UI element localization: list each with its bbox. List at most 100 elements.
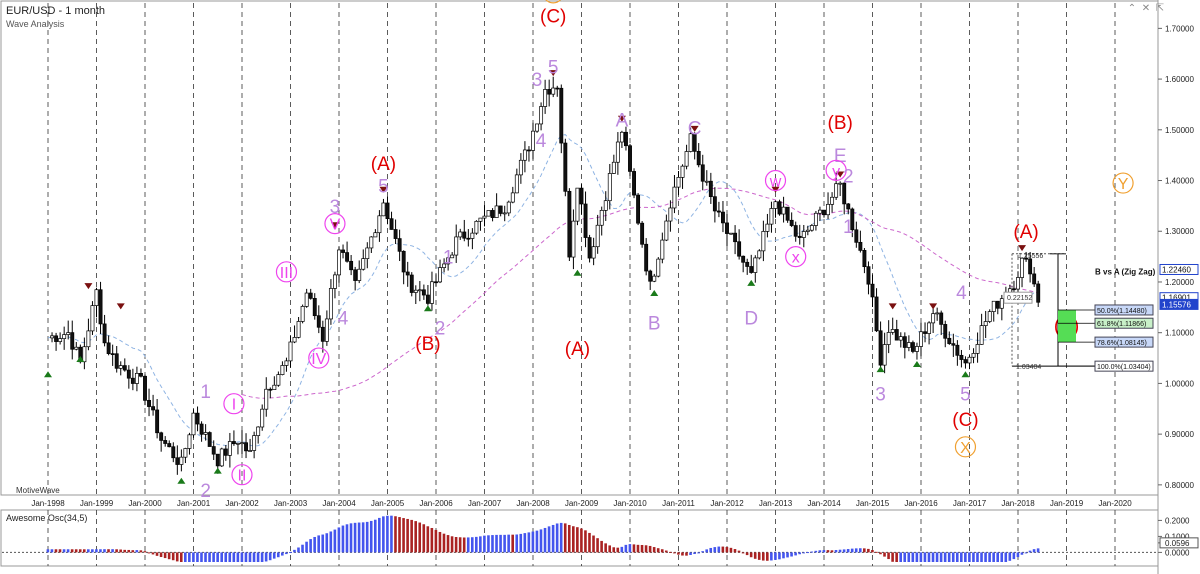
- candle-body: [369, 236, 374, 249]
- oscillator-bar: [66, 549, 70, 553]
- candle-body: [559, 87, 564, 144]
- oscillator-bar: [499, 534, 502, 553]
- oscillator-bar: [656, 548, 660, 553]
- wave-label: 3: [330, 197, 341, 218]
- fib-level-box: [1094, 317, 1154, 329]
- candle-body: [425, 294, 430, 304]
- oscillator-bar: [131, 550, 135, 553]
- candle-body: [793, 225, 798, 237]
- oscillator-bar: [733, 549, 737, 553]
- candle-body: [345, 252, 350, 262]
- oscillator-bar: [268, 552, 272, 561]
- oscillator-bar: [572, 526, 575, 553]
- oscillator-bar: [297, 547, 300, 553]
- osc-tick-label: 0.0000: [1165, 548, 1190, 557]
- candle-body: [563, 142, 568, 192]
- wave-label: 5: [548, 57, 559, 78]
- candle-body: [672, 186, 677, 209]
- close-icon[interactable]: ✕: [1141, 3, 1151, 14]
- oscillator-bar: [588, 532, 591, 553]
- candle-body: [587, 237, 592, 259]
- pivot-high-marker: [84, 283, 93, 290]
- candle-body: [611, 161, 616, 174]
- oscillator-bar: [454, 537, 458, 553]
- oscillator-bar: [82, 549, 86, 553]
- oscillator-bar: [58, 549, 62, 553]
- fib-level-box: [1094, 336, 1154, 348]
- candle-body: [82, 346, 87, 363]
- candle-body: [967, 356, 972, 364]
- oscillator-bar: [822, 550, 826, 553]
- oscillator-bar: [770, 552, 773, 561]
- candle-body: [854, 229, 859, 243]
- oscillator-bar: [281, 552, 284, 556]
- candle-body: [547, 89, 552, 95]
- oscillator-bar: [192, 552, 195, 562]
- oscillator-bar: [394, 516, 397, 553]
- oscillator-bar: [883, 552, 886, 557]
- oscillator-bar: [321, 534, 325, 553]
- oscillator-bar: [475, 536, 478, 553]
- x-tick-label: Jan-2008: [516, 499, 550, 508]
- candle-body: [74, 346, 79, 350]
- oscillator-bar: [519, 533, 523, 553]
- price-axis-bg: [1158, 0, 1200, 574]
- oscillator-bar: [867, 548, 870, 553]
- candle-body: [284, 360, 289, 366]
- oscillator-bar: [648, 545, 652, 553]
- oscillator-bar: [414, 521, 417, 553]
- oscillator-bar: [721, 546, 725, 553]
- candle-body: [215, 453, 220, 467]
- pivot-high-marker: [379, 186, 388, 193]
- moving-average-slow: [241, 187, 1039, 399]
- oscillator-bar: [260, 552, 264, 562]
- wave-label: (A): [1013, 222, 1038, 243]
- oscillator-bar: [576, 527, 579, 553]
- candle-body: [551, 87, 556, 95]
- x-tick-label: Jan-2003: [274, 499, 308, 508]
- oscillator-bar: [139, 550, 143, 553]
- restore-icon[interactable]: ⌃: [1127, 3, 1137, 14]
- oscillator-bar: [91, 549, 94, 553]
- oscillator-bar: [640, 545, 644, 553]
- oscillator-bar: [527, 532, 531, 553]
- candle-body: [902, 336, 907, 348]
- watermark-label: MotiveWave: [16, 486, 60, 495]
- oscillator-bar: [600, 540, 603, 553]
- oscillator-bar: [745, 552, 749, 556]
- pivot-low-marker: [747, 279, 756, 286]
- candle-body: [963, 359, 968, 364]
- oscillator-bar: [798, 552, 801, 555]
- candle-body: [591, 246, 596, 259]
- oscillator-bar: [551, 524, 555, 553]
- oscillator-bar: [911, 552, 915, 562]
- maximize-icon[interactable]: ⇱: [1155, 3, 1165, 14]
- candle-body: [54, 335, 59, 342]
- x-tick-label: Jan-2017: [953, 499, 987, 508]
- pivot-low-marker: [573, 269, 582, 276]
- candle-body: [498, 205, 503, 214]
- oscillator-bar: [143, 551, 147, 553]
- candle-body: [822, 209, 826, 216]
- candle-body: [106, 342, 111, 354]
- oscillator-bar: [54, 549, 58, 553]
- candle-body: [688, 133, 693, 152]
- oscillator-bar: [802, 552, 805, 554]
- oscillator-bar: [163, 552, 167, 559]
- candle-body: [450, 254, 455, 259]
- oscillator-bar: [317, 535, 320, 553]
- oscillator-bar: [660, 549, 664, 553]
- candle-body: [393, 229, 398, 239]
- candle-body: [882, 344, 887, 366]
- x-tick-label: Jan-2006: [419, 499, 453, 508]
- candle-body: [628, 145, 632, 172]
- oscillator-bar: [62, 549, 66, 553]
- oscillator-bar: [159, 552, 163, 558]
- candle-body: [797, 235, 802, 238]
- candle-body: [147, 399, 151, 407]
- oscillator-bar: [592, 535, 595, 553]
- candle-body: [579, 187, 584, 205]
- candle-body: [676, 177, 681, 188]
- candle-body: [50, 335, 54, 339]
- fib-title: B vs A (Zig Zag): [1095, 267, 1156, 276]
